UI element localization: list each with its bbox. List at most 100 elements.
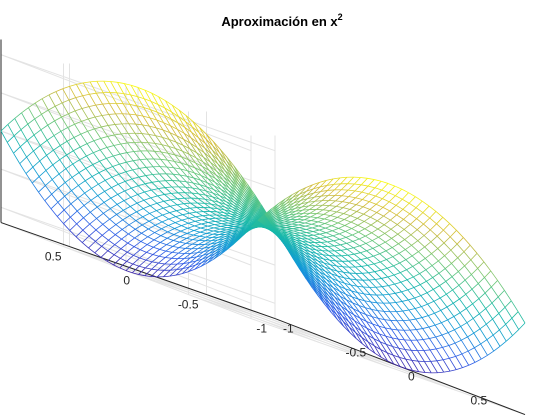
- mesh-line-const-x: [107, 255, 114, 262]
- mesh-line-const-y: [445, 263, 451, 268]
- mesh-line-const-x: [436, 337, 443, 347]
- mesh-line-const-y: [97, 81, 103, 92]
- mesh-line-const-y: [167, 167, 173, 174]
- mesh-line-const-y: [335, 250, 341, 251]
- mesh-line-const-y: [439, 269, 445, 274]
- mesh-line-const-y: [136, 124, 142, 134]
- mesh-line-const-x: [370, 287, 377, 295]
- mesh-line-const-y: [86, 156, 92, 165]
- mesh-line-const-y: [371, 221, 377, 225]
- mesh-line-const-x: [376, 295, 383, 303]
- mesh-line-const-y: [320, 233, 326, 234]
- mesh-line-const-x: [173, 242, 180, 246]
- mesh-line-const-y: [318, 219, 324, 222]
- mesh-line-const-y: [481, 355, 487, 359]
- mesh-line-const-x: [78, 181, 85, 186]
- mesh-line-const-y: [203, 216, 209, 219]
- mesh-line-const-x: [146, 175, 153, 176]
- mesh-line-const-y: [129, 124, 135, 134]
- mesh-line-const-x: [416, 319, 423, 329]
- mesh-line-const-x: [195, 220, 202, 221]
- mesh-line-const-x: [96, 224, 103, 230]
- mesh-line-const-x: [345, 231, 352, 235]
- mesh-line-const-x: [486, 309, 493, 319]
- mesh-line-const-y: [373, 245, 379, 248]
- mesh-line-const-x: [441, 323, 448, 333]
- mesh-line-const-x: [452, 277, 459, 286]
- mesh-line-const-x: [89, 230, 96, 236]
- mesh-line-const-y: [170, 213, 176, 217]
- mesh-line-const-x: [48, 121, 55, 125]
- mesh-line-const-y: [345, 229, 351, 232]
- mesh-line-const-x: [376, 196, 383, 199]
- mesh-line-const-y: [196, 217, 202, 220]
- mesh-line-const-x: [388, 277, 395, 284]
- mesh-line-const-x: [354, 184, 361, 185]
- mesh-line-const-x: [92, 173, 99, 177]
- mesh-line-const-y: [205, 244, 211, 245]
- mesh-line-const-x: [314, 239, 321, 243]
- mesh-line-const-y: [382, 193, 388, 199]
- mesh-line-const-y: [193, 235, 199, 236]
- mesh-line-const-x: [387, 260, 394, 266]
- mesh-line-const-y: [162, 222, 168, 226]
- mesh-line-const-x: [312, 224, 319, 226]
- mesh-line-const-y: [127, 153, 133, 161]
- mesh-line-const-x: [416, 330, 423, 340]
- mesh-line-const-y: [506, 318, 512, 324]
- mesh-line-const-x: [374, 180, 381, 182]
- mesh-line-const-x: [90, 207, 97, 212]
- mesh-line-const-x: [307, 233, 314, 236]
- mesh-line-const-x: [367, 178, 374, 179]
- mesh-line-const-y: [499, 324, 505, 330]
- mesh-line-const-y: [129, 225, 135, 229]
- mesh-line-const-y: [478, 277, 484, 283]
- mesh-line-const-y: [441, 307, 447, 310]
- mesh-line-const-x: [152, 263, 159, 269]
- mesh-line-const-x: [484, 262, 491, 271]
- mesh-line-const-y: [70, 217, 76, 224]
- mesh-line-const-x: [418, 241, 425, 247]
- mesh-line-const-y: [461, 337, 467, 340]
- mesh-line-const-y: [188, 223, 194, 226]
- mesh-line-const-y: [147, 159, 153, 167]
- mesh-line-const-x: [346, 237, 353, 241]
- mesh-line-const-y: [154, 159, 160, 167]
- mesh-line-const-y: [82, 109, 88, 119]
- mesh-line-const-y: [116, 103, 122, 113]
- mesh-line-const-x: [1, 124, 8, 131]
- mesh-line-const-y: [352, 232, 358, 235]
- mesh-line-const-x: [14, 130, 21, 136]
- mesh-line-const-x: [39, 186, 46, 193]
- mesh-line-const-x: [451, 263, 458, 271]
- mesh-line-const-x: [378, 229, 385, 233]
- mesh-line-const-y: [458, 252, 464, 258]
- mesh-line-const-x: [499, 330, 506, 341]
- mesh-line-const-x: [464, 252, 471, 260]
- mesh-line-const-x: [143, 213, 150, 216]
- mesh-line-const-x: [405, 350, 412, 361]
- mesh-line-const-x: [130, 203, 137, 206]
- mesh-line-const-y: [140, 250, 146, 253]
- mesh-line-const-x: [404, 330, 411, 340]
- mesh-line-const-x: [336, 206, 343, 207]
- mesh-line-const-y: [403, 203, 409, 209]
- mesh-line-const-y: [373, 254, 379, 256]
- mesh-line-const-x: [429, 206, 436, 211]
- mesh-line-const-x: [168, 223, 175, 226]
- mesh-line-const-y: [61, 117, 67, 127]
- mesh-line-const-x: [468, 351, 475, 362]
- mesh-line-const-y: [335, 190, 341, 196]
- mesh-line-const-y: [142, 125, 148, 135]
- mesh-line-const-x: [332, 231, 339, 234]
- mesh-line-const-y: [451, 258, 457, 264]
- mesh-line-const-x: [167, 234, 174, 238]
- mesh-line-const-y: [134, 247, 140, 250]
- mesh-line-const-y: [430, 349, 436, 350]
- mesh-line-const-x: [134, 151, 141, 152]
- mesh-line-const-y: [166, 174, 172, 181]
- mesh-line-const-x: [52, 174, 59, 180]
- mesh-line-const-x: [123, 206, 130, 210]
- mesh-line-const-x: [55, 103, 62, 106]
- mesh-line-const-x: [505, 307, 512, 318]
